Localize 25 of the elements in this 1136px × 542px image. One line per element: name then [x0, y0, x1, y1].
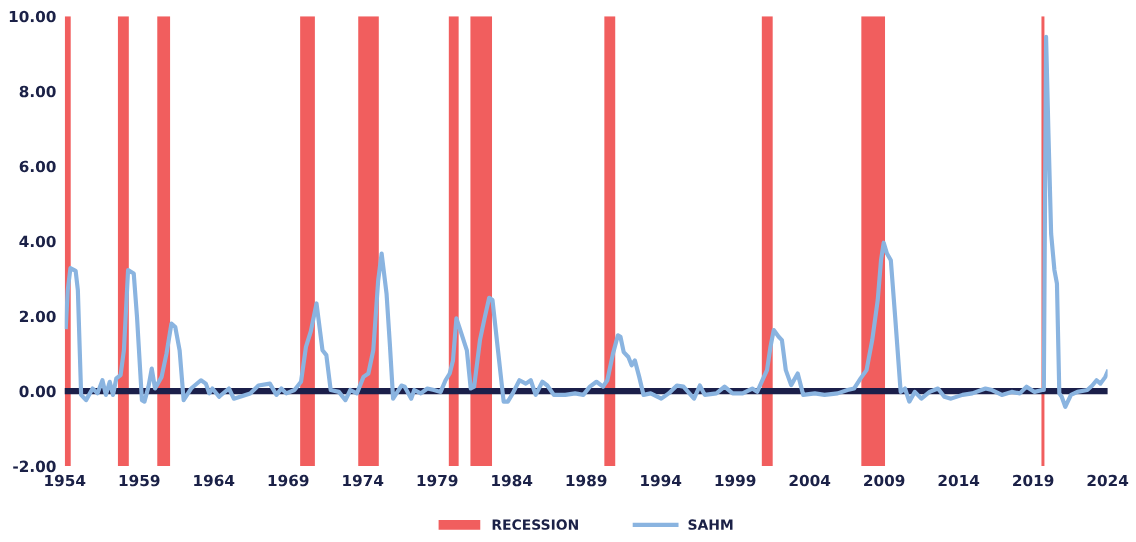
- legend-label: RECESSION: [492, 519, 578, 530]
- y-tick-label: 2.00: [19, 310, 56, 323]
- x-tick-label: 1984: [492, 474, 533, 487]
- x-tick-label: 1964: [194, 474, 235, 487]
- x-tick-label: 2019: [1013, 474, 1054, 487]
- x-tick-label: 1974: [343, 474, 384, 487]
- y-tick-label: 0.00: [19, 385, 56, 398]
- y-tick-label: 6.00: [19, 160, 56, 173]
- x-tick-label: 1994: [641, 474, 682, 487]
- y-tick-label: 4.00: [19, 235, 56, 248]
- x-tick-label: 1959: [119, 474, 160, 487]
- x-tick-label: 1999: [715, 474, 756, 487]
- x-tick-label: 2009: [864, 474, 905, 487]
- y-tick-label: -2.00: [13, 460, 56, 473]
- x-tick-label: 2014: [938, 474, 980, 487]
- x-tick-label: 1969: [268, 474, 309, 487]
- x-tick-label: 1989: [566, 474, 607, 487]
- legend-label: SAHM: [688, 519, 733, 530]
- y-tick-label: 10.00: [9, 10, 56, 23]
- y-tick-label: 8.00: [19, 85, 56, 98]
- line-series: [64, 34, 1108, 409]
- x-tick-label: 1954: [45, 474, 86, 487]
- x-tick-label: 1979: [417, 474, 458, 487]
- x-tick-label: 2024: [1087, 474, 1129, 487]
- x-tick-label: 2004: [789, 474, 831, 487]
